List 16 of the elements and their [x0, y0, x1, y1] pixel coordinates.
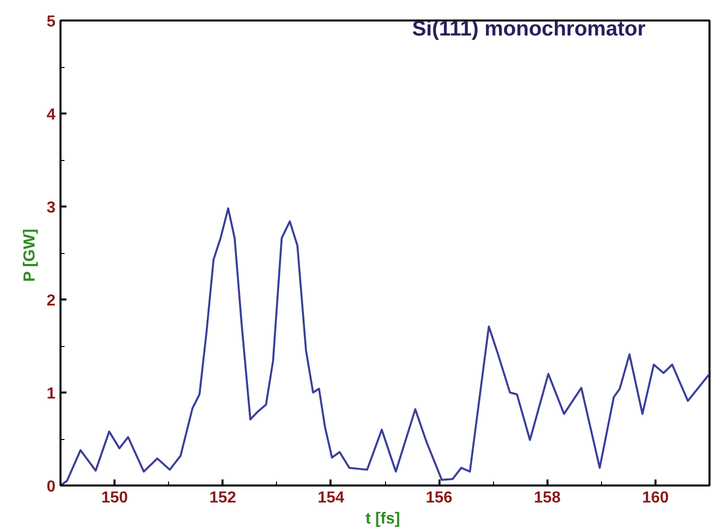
x-tick-label: 154 — [318, 490, 344, 506]
y-axis-title: P [GW] — [22, 228, 39, 282]
y-tick-label: 2 — [46, 292, 56, 310]
y-tick-label: 3 — [46, 200, 56, 216]
x-tick-label: 156 — [426, 490, 453, 506]
x-tick-label: 152 — [209, 490, 236, 506]
line-series — [60, 207, 710, 486]
y-tick-label: 5 — [46, 14, 56, 30]
x-tick-label: 150 — [101, 490, 128, 506]
y-tick-label: 0 — [46, 478, 56, 496]
y-tick-label: 1 — [46, 386, 56, 402]
y-tick-label: 4 — [46, 106, 56, 124]
x-tick-label: 158 — [534, 490, 561, 506]
x-axis-title: t [fs] — [365, 510, 400, 528]
x-tick-label: 160 — [642, 490, 669, 506]
annotation: Si(111) monochromator — [412, 18, 646, 40]
